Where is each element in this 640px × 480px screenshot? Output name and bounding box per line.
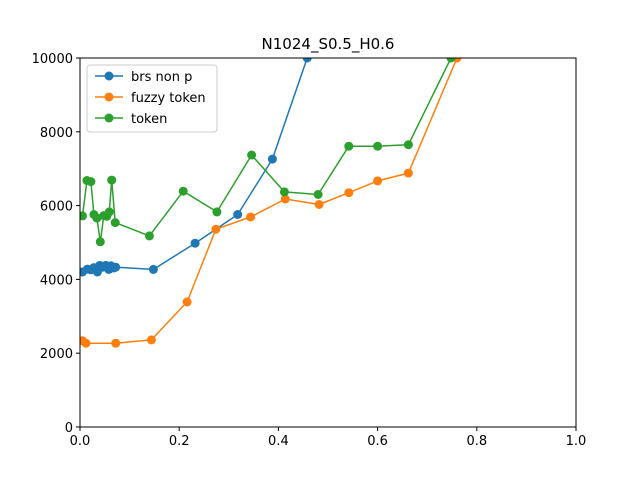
- legend-marker: [104, 113, 114, 123]
- data-point: [373, 141, 383, 151]
- series-1: [80, 58, 462, 348]
- x-tick-label: 0.0: [70, 434, 91, 449]
- data-point: [146, 335, 156, 345]
- legend-marker: [104, 71, 114, 81]
- data-point: [95, 237, 105, 247]
- x-tick-label: 0.8: [466, 434, 487, 449]
- chart-title: N1024_S0.5_H0.6: [262, 35, 395, 54]
- data-point: [80, 211, 87, 221]
- data-point: [190, 238, 200, 248]
- y-tick-label: 6000: [40, 200, 73, 215]
- legend: brs non p fuzzy token token: [86, 64, 218, 133]
- data-point: [233, 210, 243, 219]
- data-point: [247, 150, 257, 160]
- data-point: [246, 212, 256, 222]
- data-point: [314, 200, 324, 209]
- x-tick-label: 0.2: [169, 434, 190, 449]
- plot-frame: [79, 57, 577, 428]
- data-point: [280, 194, 290, 204]
- data-point: [344, 188, 354, 198]
- series-0: [80, 58, 312, 277]
- data-point: [373, 176, 383, 186]
- data-point: [178, 186, 188, 196]
- axes: 0.0 0.2 0.4 0.6 0.8 1.0 0 2000 4000 6000 8000 10000: [32, 52, 587, 449]
- data-point: [267, 154, 277, 164]
- data-point: [104, 207, 114, 217]
- data-point: [344, 141, 354, 151]
- legend-item: fuzzy token: [95, 91, 206, 106]
- data-point: [92, 213, 102, 223]
- data-point: [446, 58, 456, 63]
- data-point: [144, 231, 154, 241]
- series-2: [80, 58, 456, 247]
- data-point: [111, 338, 121, 348]
- data-point: [279, 187, 289, 197]
- y-tick-label: 10000: [32, 52, 73, 67]
- data-point: [403, 168, 413, 178]
- data-point: [107, 175, 117, 185]
- data-point: [212, 207, 222, 217]
- y-tick-label: 2000: [40, 347, 73, 362]
- y-tick-label: 0: [65, 421, 73, 436]
- x-tick-label: 1.0: [566, 434, 587, 449]
- data-point: [111, 262, 121, 272]
- data-point: [211, 224, 221, 234]
- y-tick-label: 4000: [40, 273, 73, 288]
- data-point: [86, 177, 96, 187]
- legend-label: fuzzy token: [131, 91, 206, 106]
- legend-marker: [104, 92, 114, 102]
- data-point: [313, 190, 323, 199]
- legend-item: brs non p: [95, 70, 192, 85]
- x-tick-label: 0.6: [367, 434, 388, 449]
- legend-label: token: [131, 112, 167, 127]
- data-point: [81, 338, 91, 348]
- legend-label: brs non p: [131, 70, 192, 85]
- data-point: [182, 297, 192, 307]
- data-point: [110, 218, 120, 228]
- legend-item: token: [95, 112, 167, 127]
- x-tick-label: 0.4: [268, 434, 289, 449]
- data-point: [403, 140, 413, 150]
- data-point: [148, 264, 158, 274]
- plot-series: [80, 58, 462, 348]
- y-tick-label: 8000: [40, 126, 73, 141]
- legend-box: [86, 64, 218, 133]
- data-point: [302, 58, 312, 63]
